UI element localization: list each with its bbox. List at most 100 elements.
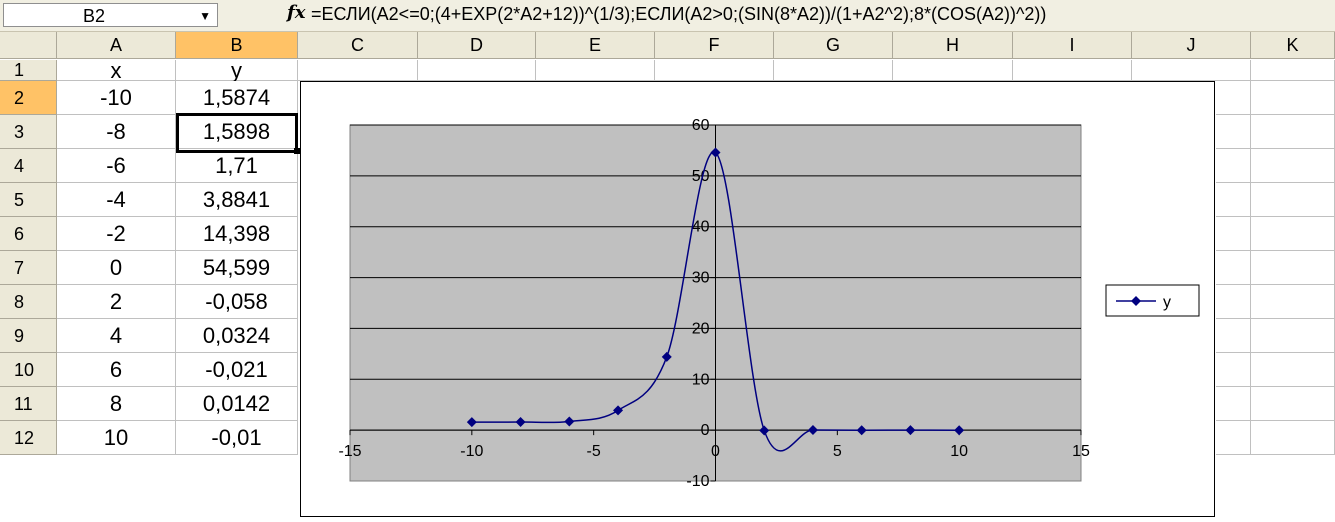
cell-k5[interactable] [1251, 183, 1335, 217]
data-point [807, 424, 818, 435]
cell-k7[interactable] [1251, 251, 1335, 285]
row-header-1[interactable]: 1 [0, 60, 57, 81]
cell-a1[interactable]: x [57, 60, 176, 82]
row-header-3[interactable]: 3 [0, 115, 57, 149]
fill-handle[interactable] [294, 148, 300, 154]
column-header-i[interactable]: I [1013, 32, 1132, 59]
cell-a6[interactable]: -2 [57, 217, 176, 251]
cell-g1[interactable] [774, 60, 893, 81]
cell-d1[interactable] [418, 60, 536, 81]
cell-f1[interactable] [655, 60, 774, 81]
cell-j1[interactable] [1132, 60, 1251, 81]
chart-object[interactable]: -15 -10 -5 0 5 10 15 -10 0 10 20 30 40 50 60 y [300, 81, 1215, 517]
x-tick-label: -5 [587, 443, 601, 460]
cell-k1[interactable] [1251, 60, 1335, 81]
cell-b2[interactable]: 1,5874 [176, 81, 298, 115]
name-box-value: B2 [82, 6, 106, 26]
column-header-b[interactable]: B [176, 32, 298, 59]
cell-j12[interactable] [1216, 421, 1251, 455]
cell-k9[interactable] [1251, 319, 1335, 353]
row-header-8[interactable]: 8 [0, 285, 57, 319]
row-header-12[interactable]: 12 [0, 421, 57, 455]
series-markers [466, 147, 965, 436]
cell-k2[interactable] [1251, 81, 1335, 115]
cell-j7[interactable] [1216, 251, 1251, 285]
cell-b8[interactable]: -0,058 [176, 285, 298, 319]
cell-a2[interactable]: -10 [57, 81, 176, 115]
data-point [515, 417, 526, 428]
cell-b10[interactable]: -0,021 [176, 353, 298, 387]
cell-h1[interactable] [893, 60, 1013, 81]
cell-j5[interactable] [1216, 183, 1251, 217]
row-header-5[interactable]: 5 [0, 183, 57, 217]
column-header-g[interactable]: G [774, 32, 893, 59]
row-header-11[interactable]: 11 [0, 387, 57, 421]
column-header-e[interactable]: E [536, 32, 655, 59]
row-header-6[interactable]: 6 [0, 217, 57, 251]
data-point [613, 405, 624, 416]
cell-b3[interactable]: 1,5898 [176, 115, 298, 149]
cell-b6[interactable]: 14,398 [176, 217, 298, 251]
row-header-4[interactable]: 4 [0, 149, 57, 183]
row-header-7[interactable]: 7 [0, 251, 57, 285]
cell-j11[interactable] [1216, 387, 1251, 421]
y-tick-label: 30 [692, 270, 710, 287]
y-tick-label: 60 [692, 117, 710, 134]
column-header-d[interactable]: D [418, 32, 536, 59]
cell-a10[interactable]: 6 [57, 353, 176, 387]
row-header-10[interactable]: 10 [0, 353, 57, 387]
cell-e1[interactable] [536, 60, 655, 81]
cell-k12[interactable] [1251, 421, 1335, 455]
cell-a11[interactable]: 8 [57, 387, 176, 421]
cell-k4[interactable] [1251, 149, 1335, 183]
x-tick-label: 15 [1072, 443, 1090, 460]
cell-b7[interactable]: 54,599 [176, 251, 298, 285]
cell-k11[interactable] [1251, 387, 1335, 421]
select-all-corner[interactable] [0, 32, 57, 59]
cell-b11[interactable]: 0,0142 [176, 387, 298, 421]
data-point [661, 351, 672, 362]
cell-a4[interactable]: -6 [57, 149, 176, 183]
column-header-h[interactable]: H [893, 32, 1013, 59]
cell-b4[interactable]: 1,71 [176, 149, 298, 183]
column-header-k[interactable]: K [1251, 32, 1335, 59]
cell-j3[interactable] [1216, 115, 1251, 149]
cell-a12[interactable]: 10 [57, 421, 176, 455]
cell-k3[interactable] [1251, 115, 1335, 149]
cell-j8[interactable] [1216, 285, 1251, 319]
row-header-2[interactable]: 2 [0, 81, 57, 115]
cell-a7[interactable]: 0 [57, 251, 176, 285]
cell-i1[interactable] [1013, 60, 1132, 81]
column-header-f[interactable]: F [655, 32, 774, 59]
data-point [856, 425, 867, 436]
fx-icon[interactable]: fx [287, 2, 306, 23]
cell-a5[interactable]: -4 [57, 183, 176, 217]
column-header-c[interactable]: C [298, 32, 418, 59]
cell-j2[interactable] [1216, 81, 1251, 115]
cell-j10[interactable] [1216, 353, 1251, 387]
cell-j9[interactable] [1216, 319, 1251, 353]
formula-input[interactable]: =ЕСЛИ(A2<=0;(4+EXP(2*A2+12))^(1/3);ЕСЛИ(… [311, 4, 1047, 24]
cell-j4[interactable] [1216, 149, 1251, 183]
cell-k10[interactable] [1251, 353, 1335, 387]
cell-b12[interactable]: -0,01 [176, 421, 298, 455]
row-header-9[interactable]: 9 [0, 319, 57, 353]
cell-a8[interactable]: 2 [57, 285, 176, 319]
cell-k8[interactable] [1251, 285, 1335, 319]
data-point [564, 416, 575, 427]
cell-b9[interactable]: 0,0324 [176, 319, 298, 353]
column-header-j[interactable]: J [1132, 32, 1251, 59]
column-header-a[interactable]: A [57, 32, 176, 59]
cell-b1[interactable]: y [176, 60, 298, 82]
chevron-down-icon[interactable]: ▼ [199, 9, 211, 23]
name-box[interactable]: B2 ▼ [3, 3, 218, 27]
cell-a9[interactable]: 4 [57, 319, 176, 353]
cell-b5[interactable]: 3,8841 [176, 183, 298, 217]
cell-a3[interactable]: -8 [57, 115, 176, 149]
cell-c1[interactable] [298, 60, 418, 81]
data-point [759, 425, 770, 436]
cell-k6[interactable] [1251, 217, 1335, 251]
cell-j6[interactable] [1216, 217, 1251, 251]
y-tick-label: -10 [686, 473, 709, 490]
